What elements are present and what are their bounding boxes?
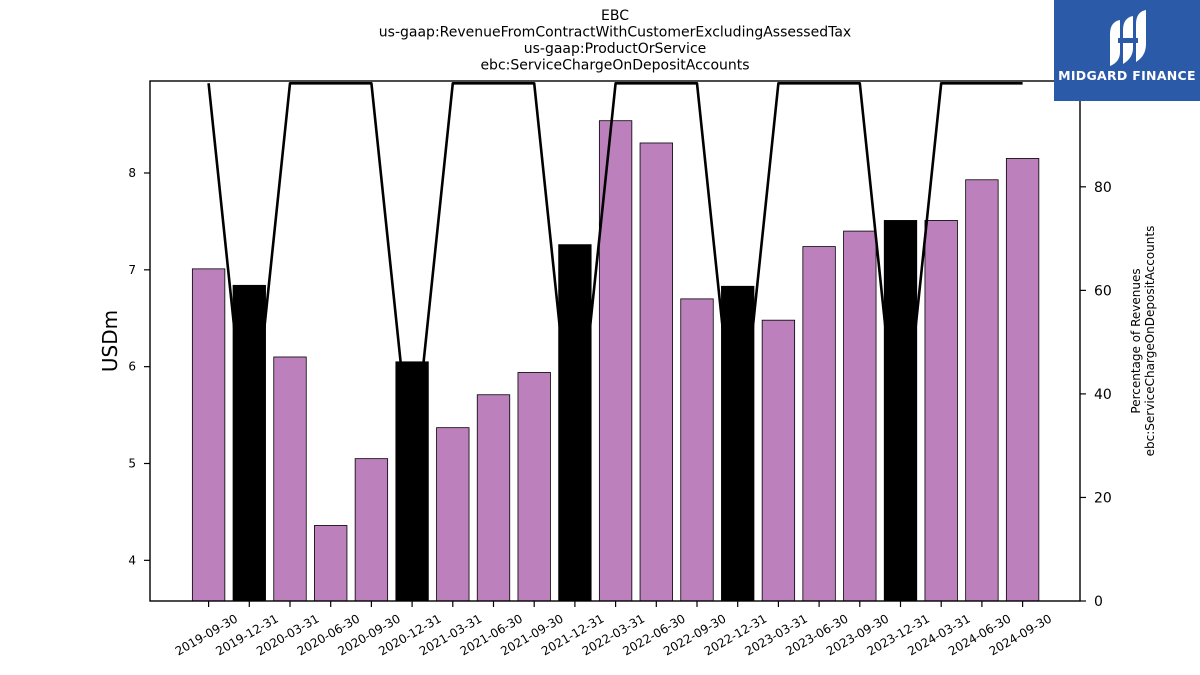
bar [721,285,755,602]
y2-axis-label-line: ebc:ServiceChargeOnDepositAccounts [1143,226,1157,457]
logo-text: MIDGARD FINANCE [1058,68,1196,83]
bar [965,179,999,602]
y-axis-label: USDm [98,310,122,372]
y-tick-label: 4 [128,553,136,567]
y-tick-label: 8 [128,166,136,180]
y2-axis-label-line: Percentage of Revenues [1129,268,1143,413]
percentage-line [207,81,1023,473]
y2-tick-label: 20 [1094,490,1112,506]
y2-tick-label: 80 [1094,180,1112,196]
bar-series [191,120,1040,602]
y-tick-label: 6 [128,360,136,374]
bar [558,244,592,602]
title-line: us-gaap:ProductOrService [524,41,707,57]
y2-axis-label: Percentage of Revenues ebc:ServiceChargeO… [1129,226,1157,457]
bar [232,284,266,602]
left-axis: 4 5 6 7 8 [128,166,150,567]
bar [843,230,877,602]
bar [395,361,429,602]
chart-title: EBCus-gaap:RevenueFromContractWithCustom… [379,8,851,74]
y-tick-label: 5 [128,456,136,470]
bar [802,246,836,602]
bar [436,427,470,602]
bar [314,525,348,602]
y2-tick-label: 0 [1094,594,1103,610]
bar [517,372,551,602]
y-tick-label: 7 [128,263,136,277]
bar [883,220,918,602]
bar [273,356,307,602]
bar [191,268,226,602]
y2-tick-label: 40 [1094,387,1112,403]
bar [476,394,511,602]
y2-tick-label: 60 [1094,283,1112,299]
bar [1005,158,1040,602]
bar [598,120,633,602]
bar [761,319,796,602]
title-line: us-gaap:RevenueFromContractWithCustomerE… [379,25,851,41]
logo-mark-icon [1110,10,1146,66]
title-line: ebc:ServiceChargeOnDepositAccounts [480,58,749,74]
right-axis: 020406080100 [1080,76,1121,610]
midgard-finance-logo: MIDGARD FINANCE [1054,0,1200,101]
x-axis: 2019-09-302019-12-312020-03-312020-06-30… [173,601,1054,658]
bar [354,458,389,602]
bar [639,142,673,602]
bar [924,220,958,602]
bar [680,298,714,602]
title-line: EBC [601,8,629,24]
